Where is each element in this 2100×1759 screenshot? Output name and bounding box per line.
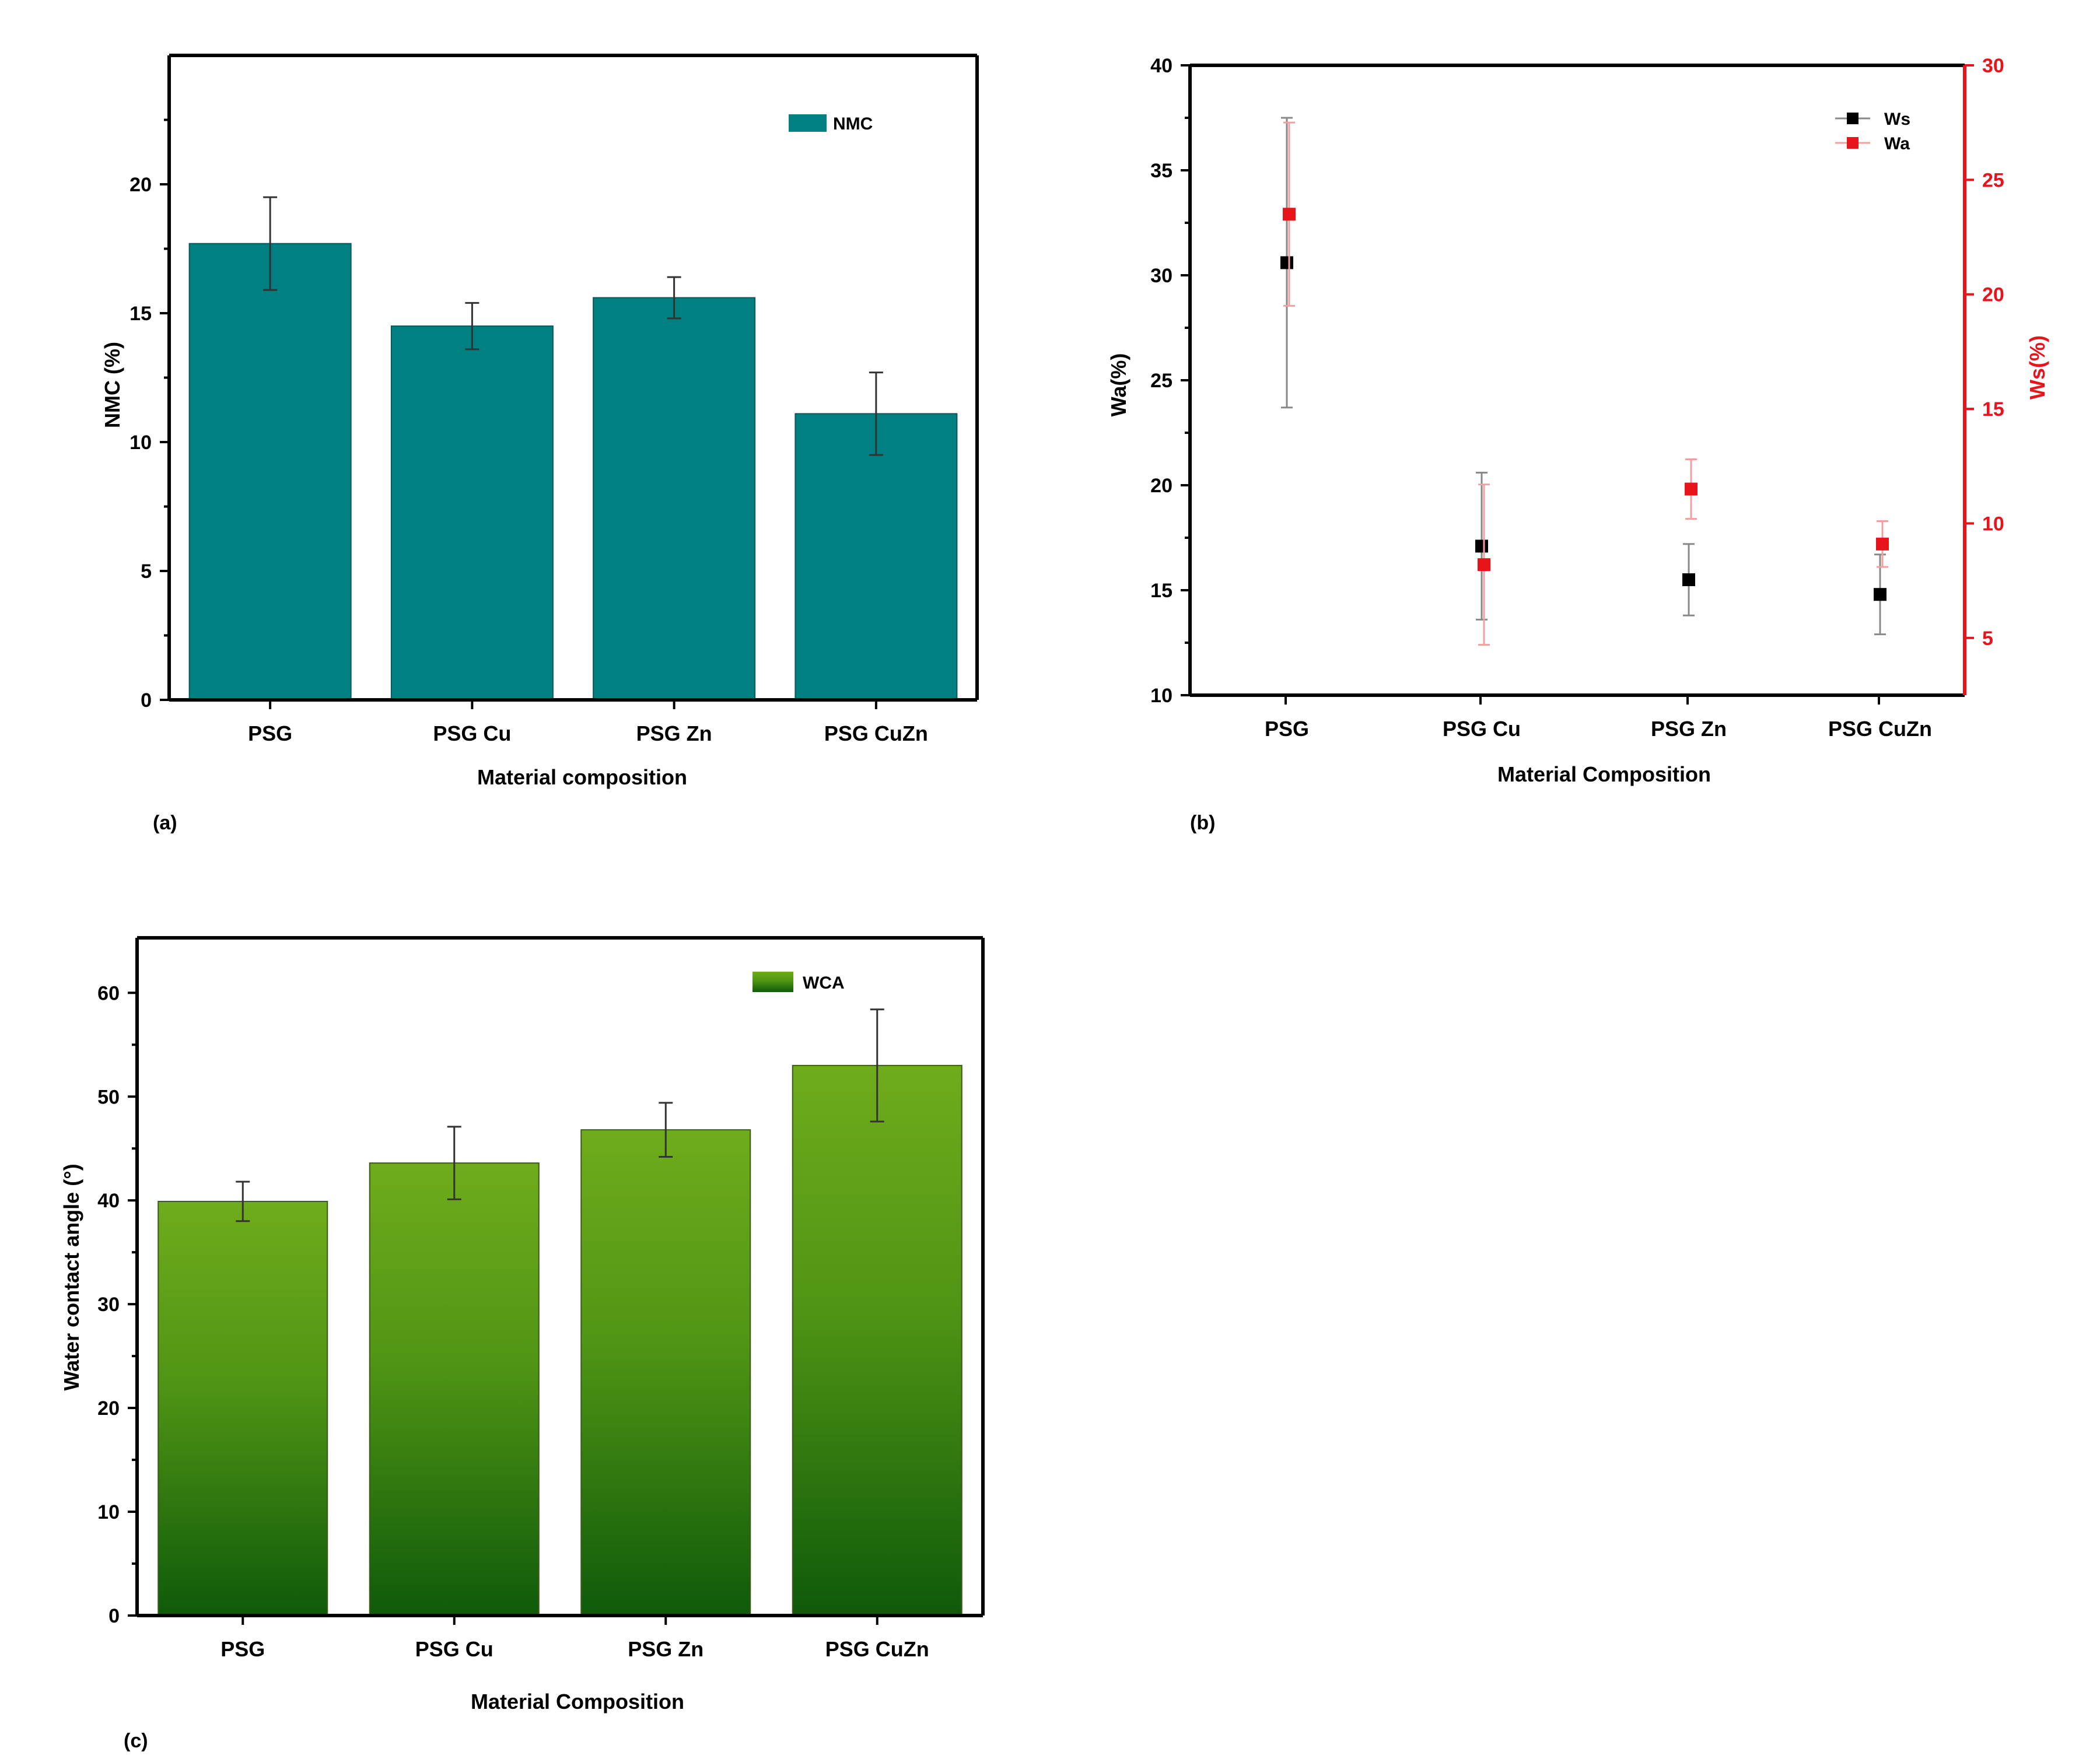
x-axis-title: Material Composition [471, 1690, 684, 1714]
x-tick-label: PSG Zn [1651, 717, 1727, 741]
panel-label-c: (c) [124, 1730, 148, 1752]
x-tick-label: PSG [1265, 717, 1309, 741]
y-tick-label: 0 [108, 1605, 120, 1627]
y-right-tick-label: 15 [1982, 398, 2004, 421]
x-tick-label: PSG Zn [636, 721, 712, 745]
panel-label-b: (b) [1190, 812, 1215, 834]
wca-bar-chart: 0 10 20 30 40 50 60 PSG PSG Cu PSG Zn PSG CuZn WCA… [60, 936, 985, 1752]
y-left-tick-label: 10 [1150, 685, 1172, 707]
y-left-tick-label: 30 [1150, 265, 1172, 287]
x-tick-label: PSG CuZn [824, 721, 928, 745]
x-tick-label: PSG Cu [433, 721, 511, 745]
x-tick-label: PSG Zn [628, 1637, 704, 1661]
x-tick-label: PSG Cu [415, 1637, 494, 1661]
y-axis-title-right: Ws(%) [2025, 335, 2049, 400]
y-left-tick-label: 15 [1150, 580, 1172, 602]
x-tick-label: PSG Cu [1443, 717, 1521, 741]
y-left-tick-label: 40 [1150, 55, 1172, 77]
y-tick-label: 5 [141, 560, 152, 583]
marker-ws-psg-zn [1682, 573, 1695, 586]
legend-marker-ws [1847, 113, 1859, 124]
bar-wca-psg-zn [580, 1129, 751, 1617]
x-tick-label: PSG [248, 721, 292, 745]
y-tick-label: 10 [97, 1501, 120, 1523]
marker-ws-psg-cu [1475, 539, 1488, 553]
marker-wa-psg-cuzn [1876, 537, 1889, 551]
y-right-tick-label: 30 [1982, 55, 2004, 77]
y-tick-label: 20 [97, 1397, 120, 1420]
legend-label-nmc: NMC [833, 114, 873, 134]
y-right-tick-label: 10 [1982, 513, 2004, 535]
legend-swatch-wca [752, 972, 793, 992]
bar-nmc-psg-zn [593, 297, 756, 701]
marker-ws-psg-cuzn [1874, 588, 1887, 601]
x-axis-title: Material Composition [1497, 762, 1711, 786]
legend-label-wa: Wa [1884, 134, 1910, 153]
bar-wca-psg-cu [369, 1162, 540, 1616]
y-left-tick-label: 25 [1150, 370, 1172, 392]
bar-nmc-psg-cu [390, 325, 554, 700]
wa-ws-scatter-chart: 10 15 20 25 30 35 40 5 10 15 20 25 30 PSG PSG Cu PSG Zn… [1107, 55, 2049, 834]
marker-ws-psg [1280, 256, 1293, 269]
y-tick-label: 0 [141, 689, 152, 712]
y-left-tick-label: 35 [1150, 160, 1172, 182]
y-axis-title-left: Wa(%) [1107, 353, 1130, 417]
y-tick-label: 10 [130, 432, 152, 454]
y-right-tick-label: 25 [1982, 169, 2004, 191]
bar-wca-psg [158, 1200, 328, 1617]
bar-wca-psg-cuzn [792, 1064, 963, 1616]
nmc-bar-chart: 0 5 10 15 20 PSG PSG Cu PSG Zn PSG CuZn NMC Mate… [100, 54, 979, 834]
y-tick-label: 40 [97, 1190, 120, 1212]
y-right-tick-label: 20 [1982, 284, 2004, 306]
y-right-tick-label: 5 [1982, 628, 1993, 650]
y-tick-label: 60 [97, 982, 120, 1004]
x-tick-label: PSG CuZn [1828, 717, 1932, 741]
y-tick-label: 30 [97, 1294, 120, 1316]
y-axis-title: Water contact angle (°) [60, 1164, 83, 1390]
y-tick-label: 15 [130, 303, 152, 325]
legend-label-ws: Ws [1884, 110, 1910, 129]
bar-nmc-psg [188, 243, 352, 701]
y-axis-title: NMC (%) [100, 342, 124, 428]
y-left-tick-label: 20 [1150, 475, 1172, 497]
y-tick-label: 20 [130, 174, 152, 196]
marker-wa-psg-cu [1478, 558, 1490, 572]
x-axis-title: Material composition [477, 765, 687, 789]
panel-label-a: (a) [153, 812, 177, 834]
x-tick-label: PSG CuZn [825, 1637, 929, 1661]
legend-swatch-nmc [789, 114, 827, 132]
legend-marker-wa [1847, 137, 1859, 149]
marker-wa-psg-zn [1685, 482, 1698, 496]
y-tick-label: 50 [97, 1086, 120, 1108]
marker-wa-psg [1283, 208, 1296, 221]
bar-nmc-psg-cuzn [794, 413, 958, 700]
x-tick-label: PSG [220, 1637, 265, 1661]
legend-label-wca: WCA [803, 973, 845, 993]
